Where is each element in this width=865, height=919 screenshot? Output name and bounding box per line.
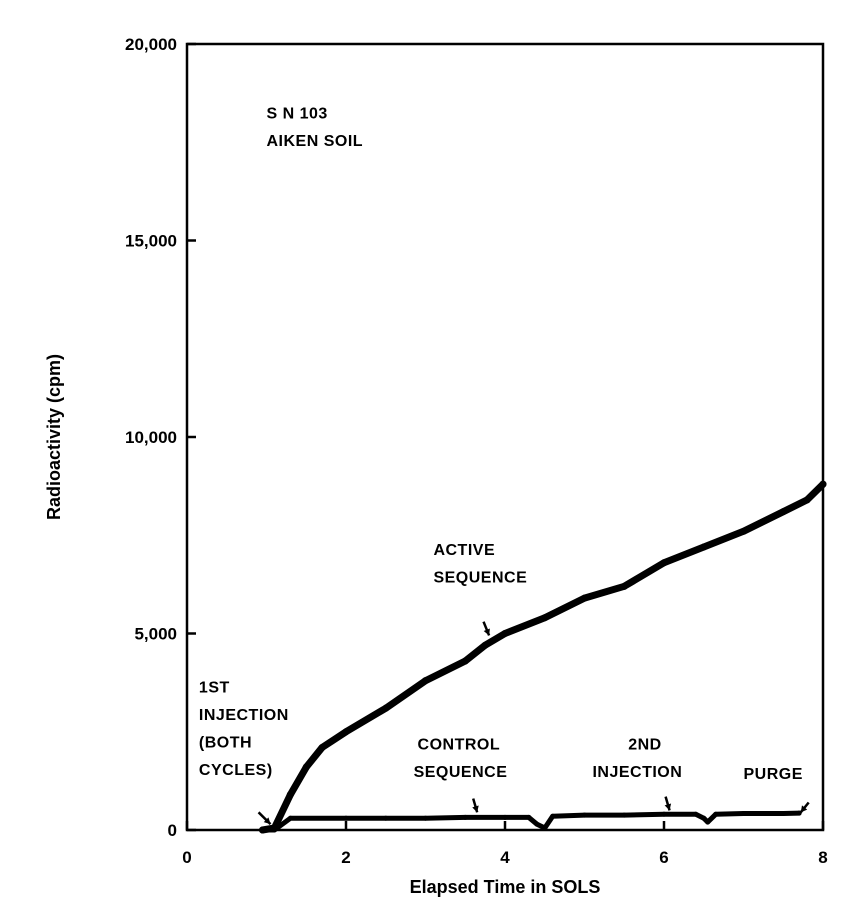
- series-2-point: [383, 815, 389, 821]
- series-1-point: [382, 704, 390, 712]
- annotation-label: CONTROL: [418, 736, 501, 753]
- series-2-point: [542, 825, 548, 831]
- series-1-point: [286, 791, 294, 799]
- series-1-point: [660, 559, 668, 567]
- annotation-label: (BOTH: [199, 734, 252, 751]
- series-2-point: [260, 827, 266, 833]
- series-1-point: [318, 743, 326, 751]
- annotation-label: CYCLES): [199, 762, 273, 779]
- annotation-label: SEQUENCE: [414, 764, 508, 781]
- annotation-label: S N 103: [267, 106, 328, 123]
- series-line-2: [260, 810, 802, 833]
- y-tick-label: 0: [168, 821, 177, 840]
- series-2-point: [621, 812, 627, 818]
- annotation-arrowhead: [800, 805, 808, 813]
- series-layer: [259, 480, 827, 834]
- x-tick-label: 4: [500, 848, 510, 867]
- series-2-point: [462, 814, 468, 820]
- series-line-1: [259, 480, 827, 834]
- y-tick-label: 10,000: [125, 428, 177, 447]
- tick-labels: 0 2 4 6 8 0 5,000 10,000 15,000 20,000: [125, 35, 828, 867]
- x-tick-label: 6: [659, 848, 668, 867]
- series-2-point: [343, 815, 349, 821]
- series-2-point: [526, 814, 532, 820]
- series-1-point: [779, 508, 787, 516]
- annotation-label: 2ND: [628, 736, 662, 753]
- series-1-point: [481, 641, 489, 649]
- annotation-label: PURGE: [744, 766, 803, 783]
- arrow-layer: [257, 621, 810, 825]
- series-1-point: [541, 614, 549, 622]
- series-1-point: [803, 496, 811, 504]
- series-1-point: [422, 677, 429, 685]
- series-1-point: [740, 527, 747, 535]
- series-1-point: [620, 582, 628, 590]
- y-tick-label: 20,000: [125, 35, 177, 54]
- series-2-point: [705, 819, 711, 825]
- x-tick-label: 8: [818, 848, 827, 867]
- series-2-point: [693, 811, 699, 817]
- annotation-label: INJECTION: [592, 764, 682, 781]
- series-2-point: [582, 812, 587, 818]
- x-tick-label: 0: [182, 848, 191, 867]
- annotation-layer: S N 103 AIKEN SOIL ACTIVE SEQUENCE 1ST INJECT…: [199, 106, 803, 783]
- tick-marks: [185, 42, 825, 832]
- series-2-point: [287, 815, 293, 821]
- annotation-label: INJECTION: [199, 707, 289, 724]
- series-2-point: [661, 811, 667, 817]
- series-1-point: [819, 480, 827, 488]
- series-2-point: [423, 815, 428, 821]
- annotation-label: 1ST: [199, 679, 230, 696]
- annotation-label: SEQUENCE: [433, 569, 527, 586]
- series-2-point: [701, 815, 707, 821]
- annotation-label: ACTIVE: [433, 542, 495, 559]
- series-2-point: [741, 810, 746, 816]
- y-tick-label: 15,000: [125, 232, 177, 251]
- series-1-point: [461, 657, 469, 665]
- annotation-label: AIKEN SOIL: [267, 133, 364, 150]
- series-1-point: [581, 594, 588, 602]
- series-2-point: [271, 827, 277, 833]
- x-axis-title: Elapsed Time in SOLS: [410, 877, 601, 897]
- series-1-point: [302, 763, 310, 771]
- series-2-point: [534, 821, 540, 827]
- annotation-arrowhead: [472, 805, 479, 813]
- x-tick-label: 2: [341, 848, 350, 867]
- annotation-arrowhead: [483, 628, 490, 636]
- series-1-point: [501, 630, 509, 637]
- series-2-point: [550, 813, 556, 819]
- series-1-point: [342, 728, 350, 736]
- series-2-point: [502, 814, 508, 820]
- series-2-point: [780, 810, 786, 816]
- y-tick-label: 5,000: [134, 625, 177, 644]
- annotation-arrowhead: [664, 803, 672, 811]
- y-axis-title: Radioactivity (cpm): [44, 354, 64, 520]
- series-1-point: [700, 543, 708, 551]
- annotation-arrowhead: [263, 817, 271, 825]
- series-2-point: [713, 811, 719, 817]
